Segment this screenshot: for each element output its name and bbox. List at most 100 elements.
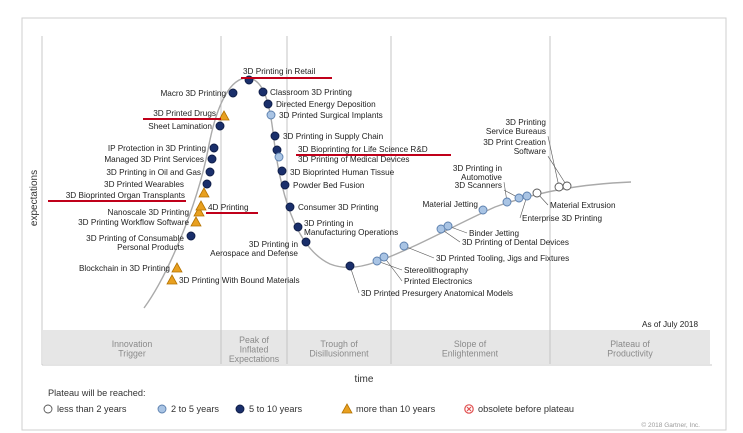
phase-label-plateau-of-productivity: Plateau of Productivity [607,339,653,359]
legend: less than 2 years 2 to 5 years 5 to 10 yea… [43,403,574,414]
marker-3d-printed-wearables [202,179,212,189]
label-3d-printing-in-aerospace-and-defense: 3D Printing in Aerospace and Defense [210,240,298,258]
copyright: © 2018 Gartner, Inc. [641,421,700,429]
marker-stereolithography [372,256,382,266]
technology-3d-printed-surgical-implants: 3D Printed Surgical Implants [266,110,383,120]
marker-material-extrusion [532,188,542,198]
technology-3d-printing-in-supply-chain: 3D Printing in Supply Chain [270,131,384,141]
legend-item-obsolete-before-plateau: obsolete before plateau [464,404,574,414]
technology-macro-3d-printing: Macro 3D Printing [160,88,238,98]
technology-material-jetting: Material Jetting [422,200,488,215]
marker-3d-printing-with-bound-materials [166,274,178,285]
label-3d-printing-of-dental-devices: 3D Printing of Dental Devices [462,238,569,247]
technology-powder-bed-fusion: Powder Bed Fusion [280,180,365,190]
legend-label: 2 to 5 years [171,404,219,414]
label-3d-bioprinting-for-life-science-randd: 3D Bioprinting for Life Science R&D [298,145,428,154]
marker-3d-printing-of-medical-devices [274,152,284,162]
label-3d-printing-of-medical-devices: 3D Printing of Medical Devices [298,155,410,164]
x-axis-label: time [355,374,374,385]
label-3d-printed-surgical-implants: 3D Printed Surgical Implants [279,111,383,120]
leader-line [547,136,560,188]
technology-consumer-3d-printing: Consumer 3D Printing [285,202,379,212]
label-3d-printed-wearables: 3D Printed Wearables [104,180,184,189]
technology-ip-protection-in-3d-printing: IP Protection in 3D Printing [108,143,219,153]
marker-3d-printing-in-automotive [502,197,512,207]
marker-3d-printing-in-supply-chain [270,131,280,141]
marker-3d-printed-presurgery-anatomical-models [345,261,355,271]
legend-item-2-to-5-years: 2 to 5 years [157,404,219,414]
label-3d-printed-presurgery-anatomical-models: 3D Printed Presurgery Anatomical Models [361,289,513,298]
label-managed-3d-print-services: Managed 3D Print Services [104,155,204,164]
legend-label: obsolete before plateau [478,404,574,414]
technology-binder-jetting: Binder Jetting [443,221,520,238]
label-3d-printing-of-consumable-personal-products: 3D Printing of Consumable Personal Produc… [86,234,184,252]
legend-label: 5 to 10 years [249,404,303,414]
label-binder-jetting: Binder Jetting [469,229,520,238]
legend-item-less-than-2-years: less than 2 years [43,404,127,414]
phase-label-trough-of-disillusionment: Trough of Disillusionment [309,339,369,359]
label-3d-bioprinted-human-tissue: 3D Bioprinted Human Tissue [290,168,395,177]
marker-macro-3d-printing [228,88,238,98]
marker-powder-bed-fusion [280,180,290,190]
technology-3d-printing-in-manufacturing-operations: 3D Printing in Manufacturing Operations [293,219,398,237]
as-of-note: As of July 2018 [642,320,698,329]
label-powder-bed-fusion: Powder Bed Fusion [293,181,365,190]
marker-3d-printing-in-aerospace-and-defense [301,237,311,247]
technology-3d-print-creation-software: 3D Print Creation Software [483,138,572,191]
leader-line [403,245,435,259]
label-3d-printed-drugs: 3D Printed Drugs [153,109,216,118]
technology-stereolithography: Stereolithography [372,256,469,275]
label-3d-print-creation-software: 3D Print Creation Software [483,138,546,156]
marker-3d-printing-service-bureaus [554,182,564,192]
label-3d-printed-tooling-jigs-and-fixtures: 3D Printed Tooling, Jigs and Fixtures [436,254,569,263]
technology-3d-printing-of-dental-devices: 3D Printing of Dental Devices [436,224,569,247]
phase-label-slope-of-enlightenment: Slope of Enlightenment [442,339,499,359]
marker-3d-printing-in-manufacturing-operations [293,222,303,232]
label-consumer-3d-printing: Consumer 3D Printing [298,203,379,212]
technology-3d-printed-wearables: 3D Printed Wearables [104,179,212,189]
technology-3d-printing-service-bureaus: 3D Printing Service Bureaus [486,118,564,192]
technology-4d-printing: 4D Printing [195,200,258,214]
legend-item-more-than-10-years: more than 10 years [341,403,436,414]
legend-label: more than 10 years [356,404,436,414]
phase-label-peak-of-inflated-expectations: Peak of Inflated Expectations [229,335,280,364]
technology-enterprise-3d-printing: Enterprise 3D Printing [519,191,603,223]
label-ip-protection-in-3d-printing: IP Protection in 3D Printing [108,144,207,153]
technology-3d-printed-drugs: 3D Printed Drugs [143,109,230,121]
label-3d-scanners: 3D Scanners [455,181,502,190]
label-3d-printing-in-automotive: 3D Printing in Automotive [453,164,503,182]
marker-printed-electronics [379,252,389,262]
leader-line [547,156,568,187]
technology-3d-printing-in-oil-and-gas: 3D Printing in Oil and Gas [106,167,215,177]
marker-nanoscale-3d-printing [193,206,205,217]
label-3d-bioprinted-organ-transplants: 3D Bioprinted Organ Transplants [66,191,185,200]
phase-bands: Innovation Trigger Peak of Inflated Expectat… [43,36,710,364]
label-3d-printing-workflow-software: 3D Printing Workflow Software [78,218,189,227]
marker-3d-bioprinted-organ-transplants [198,187,210,198]
legend-marker-less-than-2-years [43,404,53,414]
label-3d-printing-in-supply-chain: 3D Printing in Supply Chain [283,132,384,141]
technology-nanoscale-3d-printing: Nanoscale 3D Printing [108,206,205,217]
technology-3d-printing-of-medical-devices: 3D Printing of Medical Devices [274,152,410,164]
hype-curve [143,77,632,309]
label-classroom-3d-printing: Classroom 3D Printing [270,88,352,97]
label-macro-3d-printing: Macro 3D Printing [160,89,226,98]
legend-marker-more-than-10-years [341,403,353,414]
technology-3d-printing-in-aerospace-and-defense: 3D Printing in Aerospace and Defense [210,237,311,258]
technology-managed-3d-print-services: Managed 3D Print Services [104,154,217,164]
legend-title: Plateau will be reached: [48,388,146,398]
label-3d-printing-in-manufacturing-operations: 3D Printing in Manufacturing Operations [304,219,398,237]
technology-3d-bioprinted-human-tissue: 3D Bioprinted Human Tissue [277,166,395,177]
technology-3d-printing-workflow-software: 3D Printing Workflow Software [78,216,202,227]
technology-3d-printing-in-retail: 3D Printing in Retail [241,67,332,85]
phase-label-innovation-trigger: Innovation Trigger [112,339,153,359]
marker-managed-3d-print-services [207,154,217,164]
technology-printed-electronics: Printed Electronics [379,252,472,286]
label-material-jetting: Material Jetting [422,200,478,209]
technology-3d-bioprinted-organ-transplants: 3D Bioprinted Organ Transplants [48,187,210,202]
label-material-extrusion: Material Extrusion [550,201,616,210]
label-3d-printing-in-oil-and-gas: 3D Printing in Oil and Gas [106,168,201,177]
technology-blockchain-in-3d-printing: Blockchain in 3D Printing [79,262,183,273]
legend-marker-obsolete-before-plateau-cross [466,406,472,412]
technology-classroom-3d-printing: Classroom 3D Printing [258,87,352,97]
